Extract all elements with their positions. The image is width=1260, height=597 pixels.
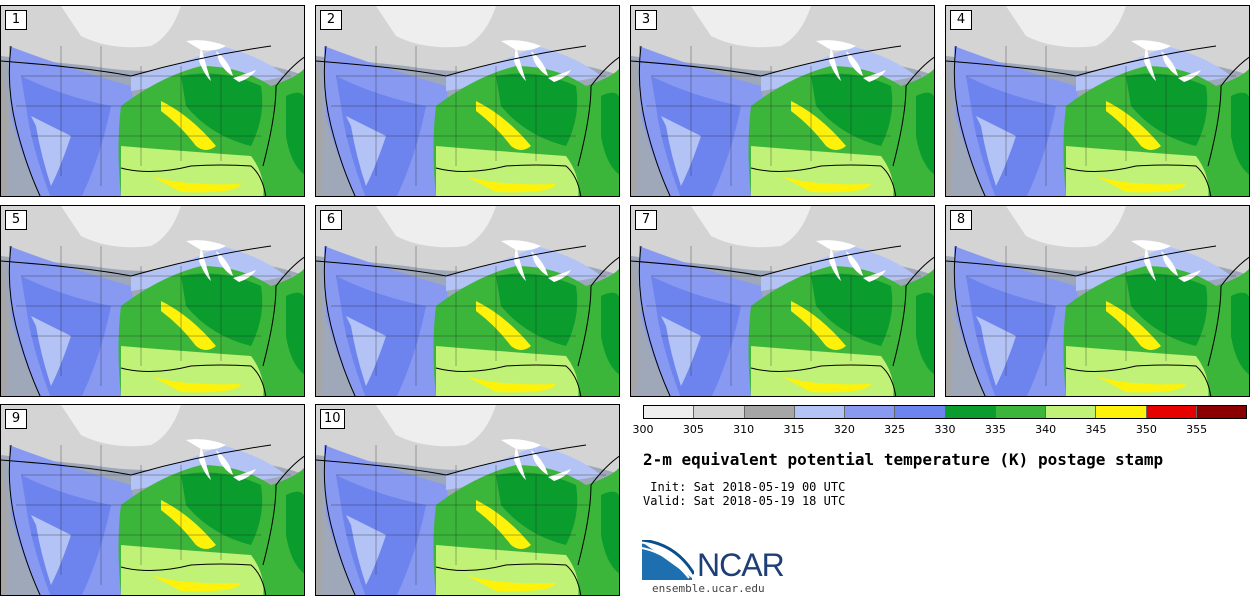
colorbar-segment [945, 406, 996, 418]
map-image [631, 206, 934, 396]
colorbar-segment [1196, 406, 1246, 418]
colorbar-segment [1096, 406, 1147, 418]
colorbar-segment [694, 406, 745, 418]
colorbar-tick-label: 325 [884, 423, 906, 436]
colorbar-segment [1146, 406, 1197, 418]
map-panel-3: 3 [630, 5, 935, 197]
colorbar-segment [895, 406, 946, 418]
figure-title: 2-m equivalent potential temperature (K)… [643, 450, 1164, 469]
colorbar-tick-label: 335 [984, 423, 1006, 436]
member-number: 3 [635, 10, 657, 30]
init-time: Init: Sat 2018-05-19 00 UTC [643, 480, 846, 494]
member-number: 2 [320, 10, 342, 30]
colorbar-segment [845, 406, 896, 418]
map-image [946, 6, 1249, 196]
ncar-logo-text: NCAR [697, 547, 785, 583]
member-number: 5 [5, 210, 27, 230]
ncar-logo-icon [642, 540, 694, 580]
map-image [316, 6, 619, 196]
map-image [1, 405, 304, 595]
colorbar-tick-label: 300 [632, 423, 654, 436]
map-image [946, 206, 1249, 396]
map-panel-10: 10 [315, 404, 620, 596]
colorbar-tick-label: 345 [1085, 423, 1107, 436]
member-number: 4 [950, 10, 972, 30]
map-image [316, 405, 619, 595]
map-image [1, 206, 304, 396]
member-number: 7 [635, 210, 657, 230]
member-number: 8 [950, 210, 972, 230]
member-number: 1 [5, 10, 27, 30]
colorbar-tick-label: 340 [1035, 423, 1057, 436]
colorbar-tick-label: 310 [733, 423, 755, 436]
valid-time: Valid: Sat 2018-05-19 18 UTC [643, 494, 846, 508]
map-panel-2: 2 [315, 5, 620, 197]
map-panel-4: 4 [945, 5, 1250, 197]
colorbar-tick-label: 350 [1135, 423, 1157, 436]
map-panel-5: 5 [0, 205, 305, 397]
map-panel-9: 9 [0, 404, 305, 596]
colorbar-segment [794, 406, 845, 418]
map-panel-1: 1 [0, 5, 305, 197]
colorbar-tick-label: 330 [934, 423, 956, 436]
member-number: 9 [5, 409, 27, 429]
colorbar-tick-label: 315 [783, 423, 805, 436]
site-url: ensemble.ucar.edu [652, 582, 765, 595]
map-panel-6: 6 [315, 205, 620, 397]
map-panel-7: 7 [630, 205, 935, 397]
colorbar [643, 405, 1247, 419]
colorbar-segment [744, 406, 795, 418]
colorbar-segment [995, 406, 1046, 418]
member-number: 10 [320, 409, 345, 429]
map-image [316, 206, 619, 396]
colorbar-tick-label: 355 [1186, 423, 1208, 436]
colorbar-tick-label: 320 [833, 423, 855, 436]
map-image [1, 6, 304, 196]
colorbar-tick-label: 305 [682, 423, 704, 436]
colorbar-segment [1046, 406, 1097, 418]
colorbar-segment [644, 406, 695, 418]
map-image [631, 6, 934, 196]
member-number: 6 [320, 210, 342, 230]
map-panel-8: 8 [945, 205, 1250, 397]
